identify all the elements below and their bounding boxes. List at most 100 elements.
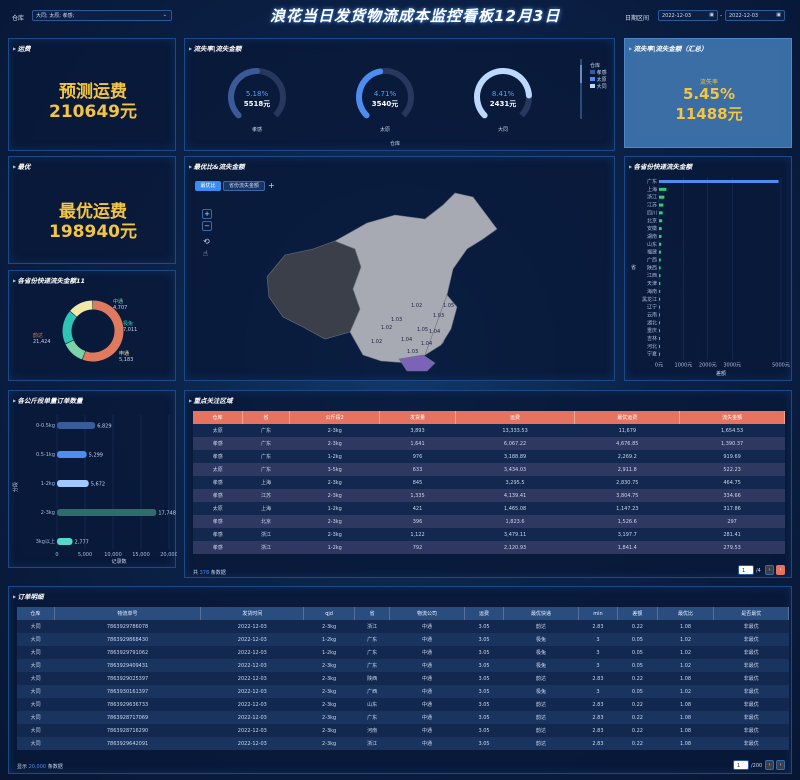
prev-page-button[interactable]: ‹ — [765, 565, 774, 575]
bar[interactable] — [659, 187, 667, 191]
column-header[interactable]: 发货时间 — [200, 607, 305, 620]
table-row[interactable]: 孝感 广东 2-3kg 1,641 6,067.22 4,676.85 1,390.37 — [193, 437, 785, 450]
table-row[interactable]: 大同 7863929025397 2022-12-03 2-3kg 陕西 中通 3.05 韵达… — [17, 672, 789, 685]
column-header[interactable]: 省 — [242, 411, 291, 424]
table-row[interactable]: 孝感 上海 2-3kg 845 3,295.5 2,830.75 464.75 — [193, 476, 785, 489]
map-region-central[interactable] — [334, 192, 498, 364]
ring-progress[interactable] — [474, 68, 532, 119]
date-start-input[interactable]: 2022-12-03 ▣ — [658, 10, 718, 21]
ring-progress[interactable] — [356, 68, 384, 119]
column-header[interactable]: 最优比 — [657, 607, 715, 620]
bar[interactable] — [57, 422, 96, 429]
column-header[interactable]: 运费 — [464, 607, 505, 620]
pointer-icon[interactable]: ☝ — [203, 249, 208, 258]
donut-slice[interactable] — [65, 340, 86, 360]
tab-province-loss[interactable]: 省份流失金额 — [223, 181, 265, 191]
bar[interactable] — [659, 203, 664, 207]
donut-slice[interactable] — [62, 311, 77, 344]
bar[interactable] — [659, 211, 663, 215]
zoom-in-button[interactable]: + — [202, 209, 212, 219]
column-header[interactable]: 发货量 — [379, 411, 456, 424]
table-row[interactable]: 大同 7863930161397 2022-12-03 2-3kg 广西 中通 3.05 极兔… — [17, 685, 789, 698]
table-row[interactable]: 大同 7863929791062 2022-12-03 1-2kg 广东 中通 3.05 极兔… — [17, 646, 789, 659]
ring-progress[interactable] — [228, 68, 260, 119]
prev-page-button[interactable]: ‹ — [765, 760, 774, 770]
column-header[interactable]: 最优快递 — [503, 607, 579, 620]
bar[interactable] — [659, 297, 661, 301]
table-row[interactable]: 太原 上海 1-2kg 421 1,465.08 1,147.23 317.86 — [193, 502, 785, 515]
bar[interactable] — [659, 313, 660, 317]
column-header[interactable]: 物流单号 — [54, 607, 202, 620]
bar[interactable] — [57, 480, 89, 487]
donut-slice[interactable] — [70, 300, 93, 318]
tab-optimal-ratio[interactable]: 最优比 — [195, 181, 221, 191]
legend-item[interactable]: 孝感 — [590, 70, 607, 77]
bar[interactable] — [659, 242, 662, 246]
bar[interactable] — [57, 451, 87, 458]
column-header[interactable]: min — [578, 607, 619, 620]
bar[interactable] — [659, 337, 660, 340]
bar[interactable] — [659, 274, 661, 278]
table-row[interactable]: 大同 7863928717069 2022-12-03 2-3kg 广东 中通 3.05 韵达… — [17, 711, 789, 724]
table-row[interactable]: 孝感 北京 2-3kg 396 1,823.6 1,526.6 297 — [193, 515, 785, 528]
bar[interactable] — [659, 352, 660, 356]
map-region-west[interactable] — [266, 240, 362, 340]
map-region-guangdong[interactable] — [398, 354, 436, 372]
column-header[interactable]: 物流公司 — [389, 607, 465, 620]
bar[interactable] — [659, 266, 661, 270]
bar[interactable] — [57, 509, 157, 516]
legend-item[interactable]: 大同 — [590, 84, 607, 91]
donut-slice[interactable] — [82, 300, 124, 362]
page-input[interactable]: 1 — [733, 760, 749, 770]
table-cell: 1-2kg — [289, 541, 380, 554]
scroll-thumb[interactable] — [580, 65, 582, 83]
reset-view-icon[interactable]: ⟲ — [203, 237, 210, 246]
table-row[interactable]: 大同 7863928716290 2022-12-03 2-3kg 河南 中通 3.05 韵达… — [17, 724, 789, 737]
bar[interactable] — [659, 282, 661, 286]
bar[interactable] — [659, 219, 663, 223]
bar[interactable] — [57, 538, 73, 545]
next-page-button[interactable]: › — [776, 760, 785, 770]
bar[interactable] — [659, 227, 662, 231]
column-header[interactable]: 流失金额 — [679, 411, 785, 424]
warehouse-select[interactable]: 大同; 太原; 孝感; ⌄ — [32, 10, 172, 21]
column-header[interactable]: 是否最优 — [713, 607, 789, 620]
zoom-out-button[interactable]: − — [202, 221, 212, 231]
bar[interactable] — [659, 289, 661, 293]
table-row[interactable]: 孝感 浙江 1-2kg 792 2,120.93 1,841.4 279.53 — [193, 541, 785, 554]
table-row[interactable]: 孝感 广东 1-2kg 976 3,188.89 2,269.2 919.69 — [193, 450, 785, 463]
column-header[interactable]: 差额 — [617, 607, 658, 620]
table-row[interactable]: 孝感 江苏 2-3kg 1,335 4,139.41 3,804.75 334.66 — [193, 489, 785, 502]
bar[interactable] — [659, 258, 661, 262]
column-header[interactable]: 省 — [354, 607, 391, 620]
column-header[interactable]: 仓库 — [193, 411, 243, 424]
legend-item[interactable]: 太原 — [590, 77, 607, 84]
table-row[interactable]: 大同 7863929868430 2022-12-03 1-2kg 广东 中通 3.05 极兔… — [17, 633, 789, 646]
table-row[interactable]: 太原 广东 2-3kg 3,893 13,333.53 11,679 1,654.53 — [193, 424, 785, 437]
bar[interactable] — [659, 180, 779, 183]
column-header[interactable]: qjd — [303, 607, 355, 620]
table-row[interactable]: 太原 广东 3-5kg 633 3,434.03 2,911.8 522.23 — [193, 463, 785, 476]
scrollbar[interactable] — [580, 59, 582, 119]
next-page-button[interactable]: › — [776, 565, 785, 575]
table-row[interactable]: 孝感 浙江 2-3kg 1,122 3,479.11 3,197.7 281.41 — [193, 528, 785, 541]
bar[interactable] — [659, 305, 660, 309]
bar[interactable] — [659, 195, 665, 199]
page-input[interactable]: 1 — [738, 565, 754, 575]
column-header[interactable]: 最优运费 — [574, 411, 681, 424]
column-header[interactable]: 运费 — [455, 411, 576, 424]
bar[interactable] — [659, 344, 660, 348]
table-row[interactable]: 大同 7863929786078 2022-12-03 2-3kg 浙江 中通 3.05 韵达… — [17, 620, 789, 633]
add-tab-button[interactable]: + — [268, 181, 275, 190]
table-row[interactable]: 大同 7863929409431 2022-12-03 2-3kg 广东 中通 3.05 极兔… — [17, 659, 789, 672]
column-header[interactable]: 公斤段2 — [289, 411, 381, 424]
table-row[interactable]: 大同 7863929636733 2022-12-03 2-3kg 山东 中通 3.05 韵达… — [17, 698, 789, 711]
map-region-east[interactable] — [424, 294, 458, 356]
bar[interactable] — [659, 234, 662, 238]
date-end-input[interactable]: 2022-12-03 ▣ — [725, 10, 785, 21]
column-header[interactable]: 仓库 — [17, 607, 55, 620]
bar[interactable] — [659, 329, 660, 333]
bar[interactable] — [659, 321, 660, 325]
bar[interactable] — [659, 250, 661, 254]
table-row[interactable]: 大同 7863929642091 2022-12-03 2-3kg 浙江 中通 3.05 韵达… — [17, 737, 789, 750]
